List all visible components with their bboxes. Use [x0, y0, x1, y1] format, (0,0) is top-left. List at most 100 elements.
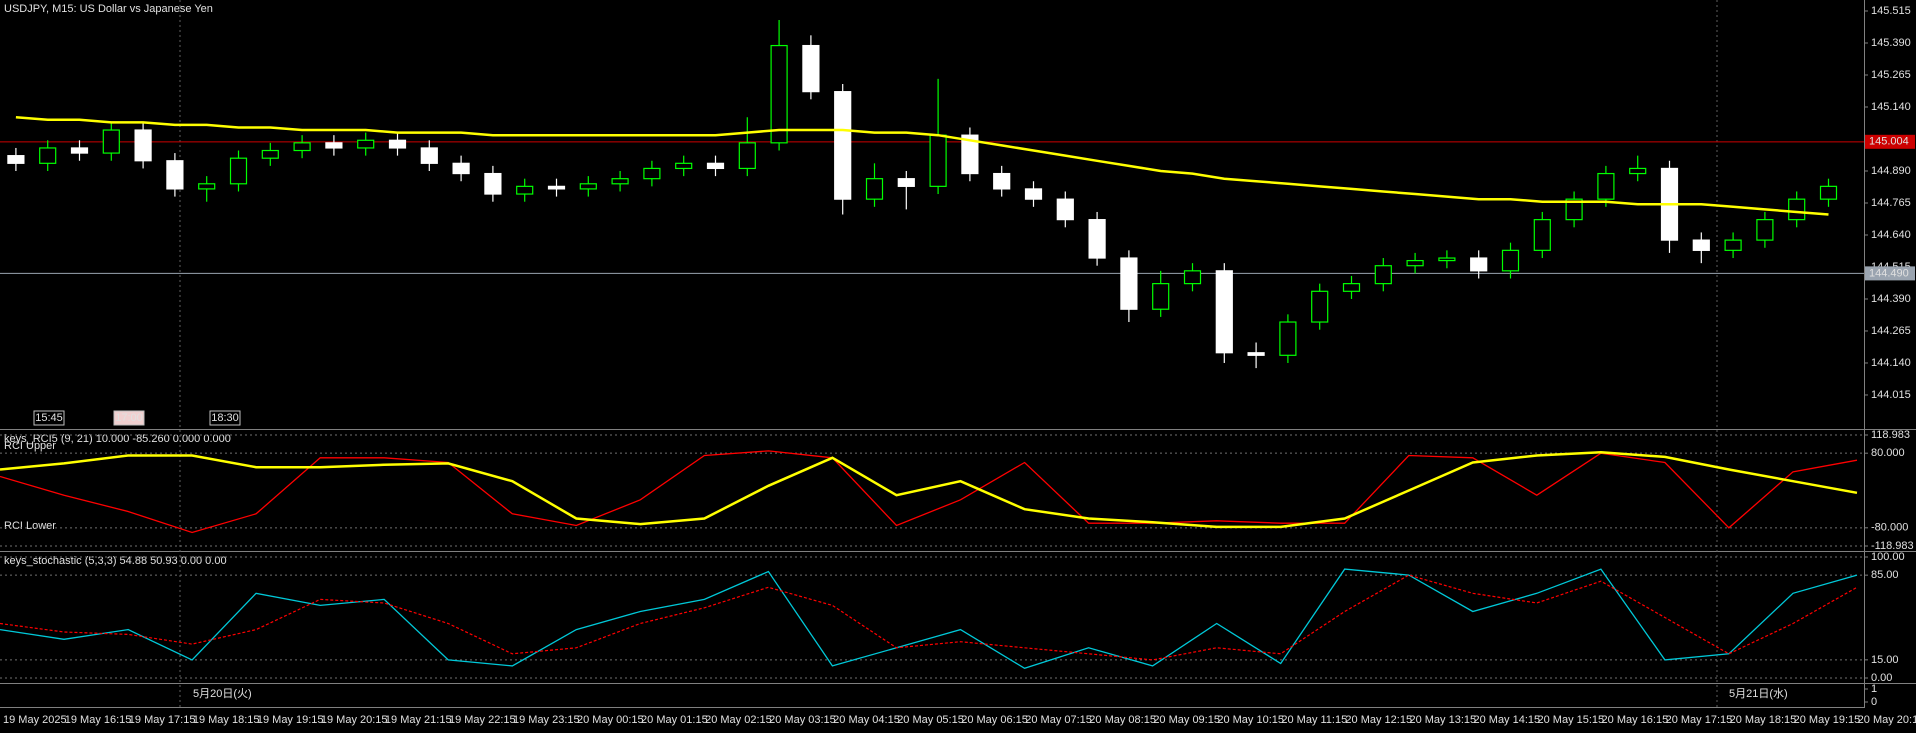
candle-body [293, 142, 311, 152]
time-label: 19 May 18:15 [193, 714, 260, 726]
candle-body [1088, 219, 1106, 259]
candle-body [1597, 172, 1615, 200]
candle-body [1406, 259, 1424, 267]
y-tick-label: 0.00 [1871, 672, 1892, 684]
time-label: 20 May 18:15 [1730, 714, 1797, 726]
candle-body [1152, 283, 1170, 310]
date-label: 5月20日(火) [193, 688, 252, 700]
candle-body [611, 178, 629, 185]
moving-average [15, 115, 1829, 216]
date-label: 5月21日(水) [1729, 687, 1788, 700]
time-label: 20 May 09:15 [1153, 714, 1220, 726]
candle-body [834, 91, 852, 200]
candle-body [261, 149, 279, 159]
candle-body [357, 139, 375, 149]
session-label: 18:30 [211, 412, 239, 424]
y-tick-label: 145.390 [1871, 37, 1911, 49]
time-label: 19 May 22:15 [449, 714, 516, 726]
y-tick-label: 145.265 [1871, 69, 1911, 81]
y-tick-label: 118.983 [1871, 429, 1910, 441]
annotation: RCI Lower [4, 520, 56, 532]
session-box [113, 410, 145, 426]
candle-body [1470, 257, 1488, 272]
y-tick-label: 0 [1871, 696, 1877, 708]
candle-body [897, 178, 915, 187]
candle-body [675, 162, 693, 170]
y-tick-label: 144.640 [1871, 229, 1911, 241]
candle-body [198, 183, 216, 190]
candle-body [547, 185, 566, 190]
time-label: 20 May 06:15 [961, 714, 1028, 726]
time-label: 20 May 00:15 [577, 714, 644, 726]
time-label: 20 May 02:15 [705, 714, 772, 726]
candle-body [706, 162, 725, 170]
time-label: 20 May 19:15 [1794, 714, 1861, 726]
candle-body [1533, 219, 1551, 251]
session-label: 17:00 [115, 412, 143, 424]
candle-body [516, 185, 534, 195]
session-box [33, 410, 65, 426]
time-label: 20 May 08:15 [1089, 714, 1156, 726]
time-label: 19 May 16:15 [65, 714, 132, 726]
candle-body [70, 147, 89, 154]
candle-body [1724, 239, 1742, 251]
y-tick-label: 100.00 [1871, 551, 1905, 563]
time-label: 20 May 17:15 [1666, 714, 1733, 726]
time-label: 19 May 21:15 [385, 714, 452, 726]
time-label: 20 May 16:15 [1602, 714, 1669, 726]
candle-body [1756, 219, 1774, 241]
chart-title: USDJPY, M15: US Dollar vs Japanese Yen [4, 3, 213, 15]
time-label: 20 May 04:15 [833, 714, 900, 726]
y-tick-label: 144.140 [1871, 357, 1911, 369]
candle-body [388, 139, 407, 149]
price-label: 145.004 [1869, 136, 1909, 148]
indicator-line [0, 574, 1858, 661]
y-tick-label: 1 [1871, 683, 1877, 695]
candle-body [452, 162, 470, 175]
candle-body [1501, 249, 1520, 272]
candle-body [1279, 321, 1297, 356]
candle-body [1788, 198, 1806, 221]
candle-body [166, 160, 184, 190]
y-tick-label: -118.983 [1871, 540, 1914, 552]
candle-body [1024, 188, 1043, 200]
candle-body [1374, 265, 1392, 285]
time-label: 20 May 11:15 [1281, 714, 1347, 726]
y-tick-label: 145.515 [1871, 5, 1911, 17]
candle-body [993, 172, 1011, 190]
time-label: 20 May 05:15 [897, 714, 964, 726]
time-label: 20 May 01:15 [641, 714, 708, 726]
candle-body [229, 157, 248, 185]
time-label: 19 May 23:15 [513, 714, 580, 726]
y-tick-label: -80.000 [1871, 522, 1908, 534]
candle-body [484, 172, 502, 195]
price-label-box [1865, 134, 1915, 149]
y-tick-label: 145.140 [1871, 101, 1911, 113]
candle-body [579, 183, 597, 190]
time-label: 20 May 10:15 [1217, 714, 1284, 726]
candle-body [1215, 270, 1233, 354]
y-tick-label: 144.390 [1871, 293, 1911, 305]
indicator-title: keys_stochastic (5,3,3) 54.88 50.93 0.00… [4, 555, 227, 567]
candle-body [325, 142, 343, 149]
y-tick-label: 80.000 [1871, 447, 1905, 459]
candle-body [1247, 352, 1265, 356]
time-label: 19 May 20:15 [321, 714, 388, 726]
candle-body [1056, 198, 1074, 221]
candle-body [1629, 167, 1647, 175]
time-label: 19 May 2025 [3, 714, 67, 726]
time-label: 20 May 20:15 [1858, 714, 1916, 726]
candle-body [1438, 257, 1456, 262]
session-box [209, 410, 241, 426]
candle-body [102, 129, 120, 154]
candle-body [865, 178, 884, 200]
price-label: 144.490 [1869, 267, 1909, 279]
candle-body [39, 147, 57, 164]
time-label: 20 May 12:15 [1345, 714, 1412, 726]
time-label: 20 May 07:15 [1025, 714, 1092, 726]
candle-body [1565, 198, 1583, 221]
time-label: 20 May 13:15 [1409, 714, 1476, 726]
candle-body [770, 44, 788, 144]
